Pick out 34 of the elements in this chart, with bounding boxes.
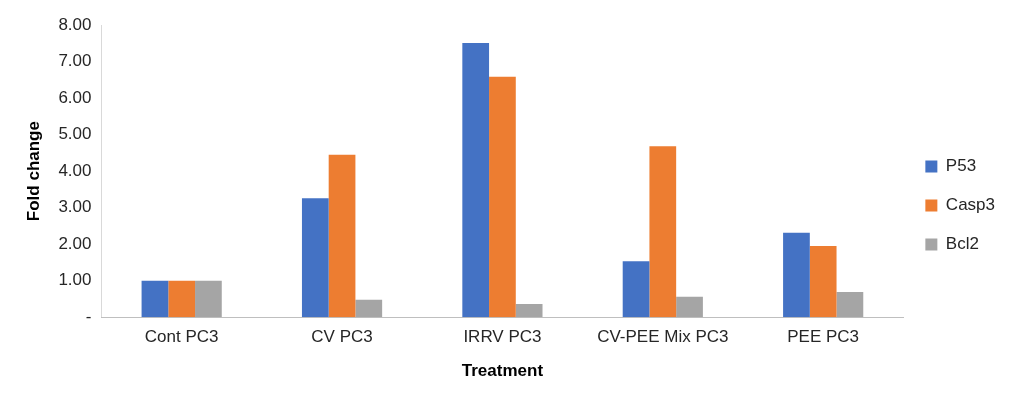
x-axis-title: Treatment — [461, 361, 544, 381]
x-tick-label: Cont PC3 — [144, 327, 219, 347]
y-tick-label: 4.00 — [58, 160, 92, 180]
y-tick-label: 2.00 — [58, 233, 92, 253]
bar — [515, 304, 543, 318]
bar — [809, 245, 837, 318]
y-tick-label: 6.00 — [58, 87, 92, 107]
bar — [168, 280, 196, 318]
x-tick-label: IRRV PC3 — [463, 327, 542, 347]
legend-label: Casp3 — [945, 195, 995, 215]
y-tick-label: 7.00 — [58, 51, 92, 71]
bar — [355, 299, 383, 318]
y-tick-label: 5.00 — [58, 124, 92, 144]
y-axis-title: Fold change — [23, 121, 43, 222]
y-tick-label: 1.00 — [58, 270, 92, 290]
bar — [141, 280, 169, 318]
bar — [836, 292, 864, 318]
bar — [649, 146, 677, 318]
x-tick-label: CV-PEE Mix PC3 — [597, 327, 729, 347]
y-tick-label: - — [85, 306, 92, 326]
bar — [301, 198, 329, 318]
bar — [676, 296, 703, 318]
legend-label: Bcl2 — [945, 234, 979, 254]
bar — [489, 76, 516, 318]
y-tick-label: 3.00 — [58, 197, 92, 217]
y-tick-label: 8.00 — [58, 14, 92, 34]
bar — [328, 154, 356, 318]
x-tick-label: CV PC3 — [311, 327, 373, 347]
bar — [783, 232, 810, 318]
legend-label: P53 — [945, 156, 977, 176]
x-tick-label: PEE PC3 — [787, 327, 860, 347]
bar — [622, 261, 650, 318]
bar — [195, 280, 222, 318]
bar — [462, 42, 490, 318]
